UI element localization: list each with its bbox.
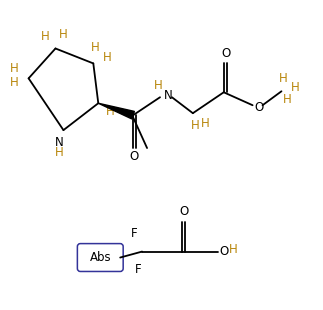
Text: H: H bbox=[229, 243, 238, 256]
Text: O: O bbox=[130, 150, 139, 163]
Text: H: H bbox=[10, 62, 19, 75]
Text: H: H bbox=[283, 93, 292, 106]
Text: F: F bbox=[131, 227, 137, 240]
Polygon shape bbox=[98, 103, 134, 119]
Text: H: H bbox=[59, 28, 68, 41]
Text: H: H bbox=[201, 117, 209, 130]
Text: N: N bbox=[163, 89, 172, 102]
Text: Abs: Abs bbox=[89, 251, 111, 264]
Text: H: H bbox=[55, 145, 64, 158]
Text: H: H bbox=[10, 76, 19, 89]
Text: O: O bbox=[254, 101, 263, 114]
Text: O: O bbox=[179, 205, 189, 218]
Text: H: H bbox=[191, 119, 199, 132]
Text: F: F bbox=[135, 263, 141, 276]
Text: O: O bbox=[219, 245, 228, 258]
Text: H: H bbox=[279, 72, 288, 85]
Text: O: O bbox=[221, 47, 230, 60]
Text: N: N bbox=[55, 135, 64, 148]
FancyBboxPatch shape bbox=[78, 244, 123, 272]
Text: H: H bbox=[154, 79, 162, 92]
Text: H: H bbox=[291, 81, 300, 94]
Text: H: H bbox=[106, 105, 115, 118]
Text: H: H bbox=[41, 30, 50, 43]
Text: H: H bbox=[91, 41, 100, 54]
Text: H: H bbox=[103, 51, 112, 64]
